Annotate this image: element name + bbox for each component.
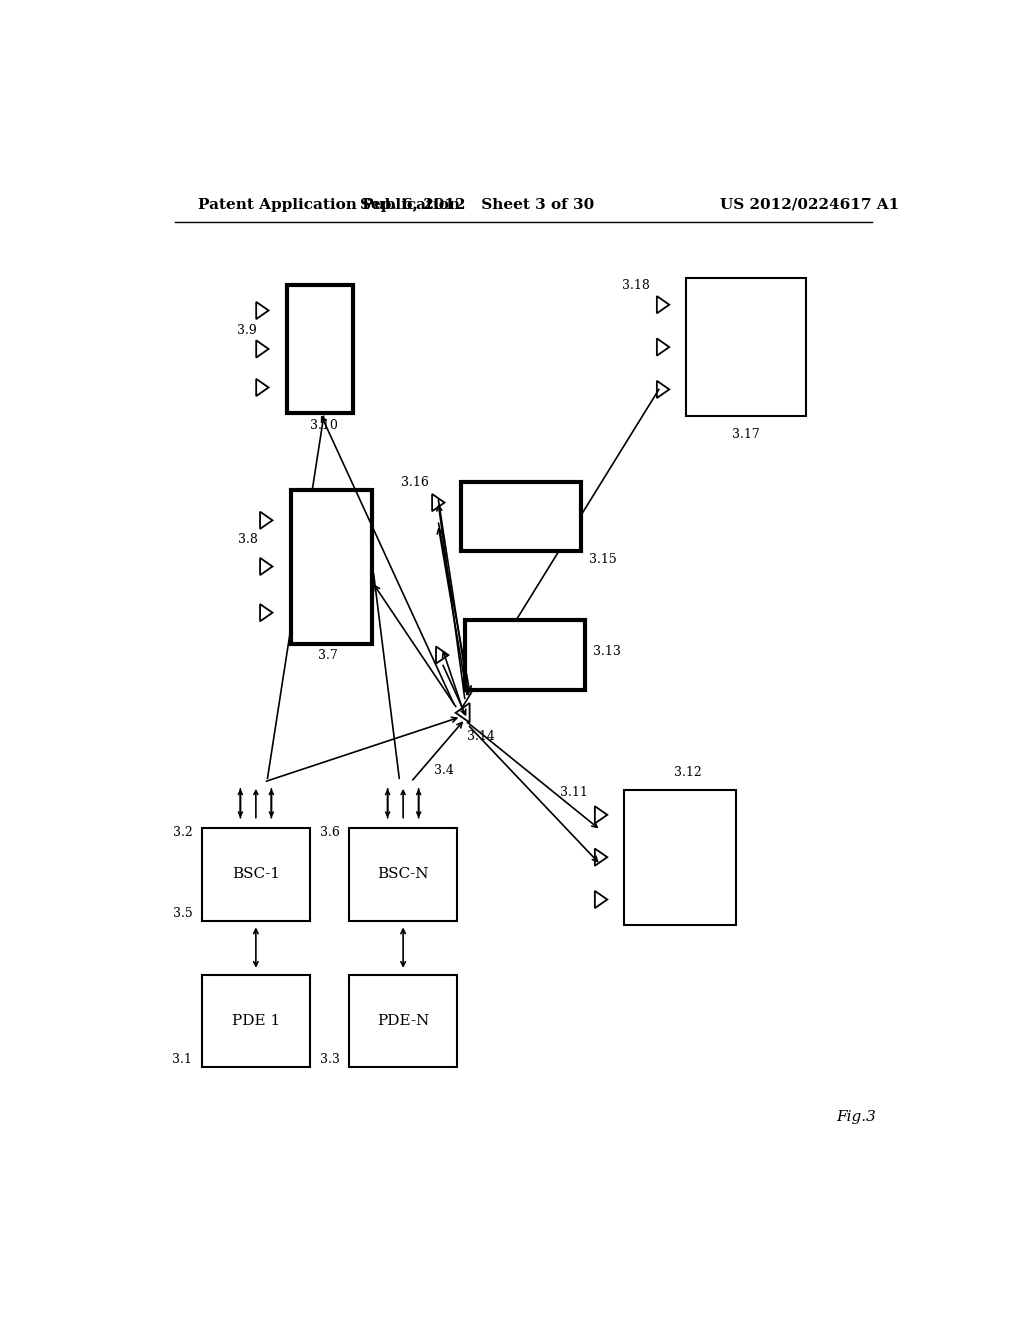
Bar <box>287 285 352 412</box>
Text: Sep. 6, 2012   Sheet 3 of 30: Sep. 6, 2012 Sheet 3 of 30 <box>359 198 594 211</box>
Text: 3.3: 3.3 <box>319 1053 340 1067</box>
Text: 3.1: 3.1 <box>172 1053 193 1067</box>
Text: 3.16: 3.16 <box>400 475 429 488</box>
Text: 3.12: 3.12 <box>674 766 701 779</box>
Bar <box>349 829 458 921</box>
Text: Patent Application Publication: Patent Application Publication <box>198 198 460 211</box>
Text: 3.10: 3.10 <box>309 420 338 433</box>
Text: 3.9: 3.9 <box>237 323 256 337</box>
Text: BSC-N: BSC-N <box>378 867 429 882</box>
Text: PDE 1: PDE 1 <box>231 1014 280 1028</box>
Text: PDE-N: PDE-N <box>377 1014 429 1028</box>
Bar <box>202 974 310 1067</box>
Text: 3.18: 3.18 <box>622 280 649 292</box>
Text: 3.2: 3.2 <box>173 826 193 840</box>
Text: 3.13: 3.13 <box>593 644 621 657</box>
Text: 3.8: 3.8 <box>239 533 258 546</box>
Bar <box>349 974 458 1067</box>
Text: 3.15: 3.15 <box>589 553 616 566</box>
Text: Fig.3: Fig.3 <box>837 1110 877 1123</box>
Text: 3.6: 3.6 <box>319 826 340 840</box>
Text: 3.4: 3.4 <box>434 764 454 777</box>
Bar <box>291 490 372 644</box>
Bar <box>624 789 736 924</box>
Text: BSC-1: BSC-1 <box>231 867 280 882</box>
Bar <box>202 829 310 921</box>
Bar <box>686 277 806 416</box>
Bar <box>461 482 582 552</box>
Text: 3.5: 3.5 <box>173 907 193 920</box>
Text: 3.11: 3.11 <box>560 785 588 799</box>
Text: 3.7: 3.7 <box>317 649 338 661</box>
Text: US 2012/0224617 A1: US 2012/0224617 A1 <box>720 198 900 211</box>
Bar <box>465 620 586 689</box>
Text: 3.14: 3.14 <box>467 730 496 743</box>
Text: 3.17: 3.17 <box>732 428 760 441</box>
